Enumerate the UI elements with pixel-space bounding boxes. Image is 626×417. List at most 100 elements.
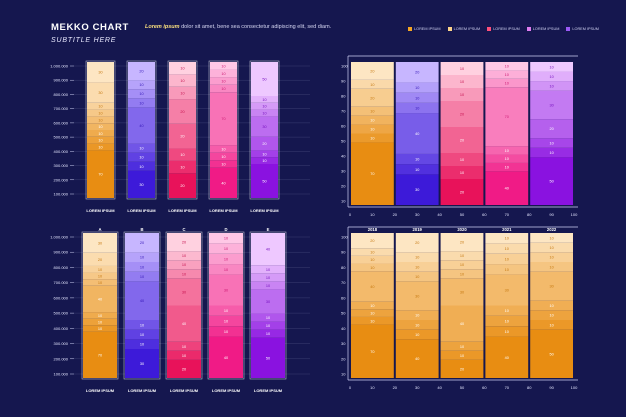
y-tick-label: 50 [341, 139, 346, 144]
bar-segment [530, 62, 573, 72]
bar-segment [83, 252, 117, 266]
bar-segment [209, 264, 243, 275]
y-tick-label: 1.000.000 [50, 64, 69, 69]
segment-data-label: 10 [505, 157, 509, 161]
y-tick-label: 60 [341, 124, 346, 129]
bar-segment [125, 262, 159, 272]
segment-data-label: 40 [224, 356, 228, 360]
bar-segment [440, 278, 484, 306]
segment-data-label: 10 [98, 118, 102, 122]
segment-data-label: 10 [505, 268, 509, 272]
segment-data-label: 10 [505, 149, 509, 153]
segment-data-label: 10 [221, 79, 225, 83]
y-tick-label: 900.000 [54, 250, 69, 255]
segment-data-label: 10 [221, 72, 225, 76]
bar-outline [249, 60, 280, 200]
y-tick-label: 200.000 [54, 356, 69, 361]
x-tick-label: 70 [505, 385, 510, 390]
segment-data-label: 40 [460, 322, 464, 326]
y-tick-label: 10 [341, 372, 346, 377]
bar-segment [485, 146, 529, 155]
bar-segment [125, 329, 159, 340]
segment-data-label: 10 [266, 324, 270, 328]
segment-data-label: 10 [98, 105, 102, 109]
bar-segment [530, 233, 573, 243]
legend-label: LOREM IPSUM [572, 27, 599, 31]
segment-data-label: 10 [140, 333, 144, 337]
segment-data-label: 10 [370, 251, 374, 255]
bar-segment [209, 253, 243, 265]
segment-data-label: 30 [98, 241, 102, 245]
x-tick-label: 50 [460, 385, 465, 390]
bar-segment [251, 313, 285, 322]
segment-data-label: 10 [505, 320, 509, 324]
column-top-label: 2021 [502, 227, 512, 232]
bar-segment [440, 88, 484, 101]
y-tick-label: 40 [341, 326, 346, 331]
segment-data-label: 10 [139, 165, 143, 169]
bar-outline [249, 231, 287, 380]
bar-segment [485, 87, 529, 147]
bar-segment [351, 309, 394, 317]
bar-segment [351, 106, 394, 116]
segment-data-label: 10 [460, 263, 464, 267]
segment-data-label: 10 [224, 320, 228, 324]
segment-data-label: 10 [98, 281, 102, 285]
bar-segment [251, 157, 278, 164]
bar-outline [81, 231, 119, 380]
bar-segment [485, 70, 529, 79]
segment-data-label: 10 [460, 80, 464, 84]
segment-data-label: 10 [262, 152, 266, 156]
segment-data-label: 30 [98, 71, 102, 75]
segment-data-label: 10 [182, 354, 186, 358]
segment-data-label: 10 [139, 147, 143, 151]
bar-segment [209, 233, 243, 244]
bar-segment [87, 143, 114, 151]
bar-segment [485, 243, 529, 254]
y-tick-label: 700.000 [54, 106, 69, 111]
category-label: LOREM IPSUM [212, 388, 241, 393]
segment-data-label: 10 [370, 128, 374, 132]
segment-data-label: 10 [98, 125, 102, 129]
bar-segment [128, 107, 155, 144]
segment-data-label: 10 [266, 316, 270, 320]
bar-segment [169, 62, 196, 75]
description-text: Lorem ipsum dolor sit amet, bene sea con… [145, 24, 410, 31]
bar-segment [209, 305, 243, 316]
segment-data-label: 10 [139, 101, 143, 105]
segment-data-label: 20 [460, 367, 464, 371]
segment-data-label: 10 [505, 82, 509, 86]
bar-segment [210, 160, 237, 168]
segment-data-label: 70 [505, 115, 509, 119]
bar-segment [485, 171, 529, 205]
segment-data-label: 10 [460, 158, 464, 162]
segment-data-label: 30 [266, 300, 270, 304]
y-tick-label: 30 [341, 169, 346, 174]
bar-segment [395, 233, 439, 253]
bar-segment [440, 101, 484, 127]
bar-segment [351, 115, 394, 125]
bar-segment [395, 310, 439, 320]
bar-segment [485, 274, 529, 306]
bar-segment [351, 263, 394, 272]
segment-data-label: 30 [182, 290, 186, 294]
bar-segment [83, 279, 117, 286]
legend-item: LOREM IPSUM [408, 27, 441, 31]
segment-data-label: 70 [370, 350, 374, 354]
segment-data-label: 10 [460, 254, 464, 258]
bar-segment [530, 138, 573, 148]
legend-swatch [447, 27, 452, 31]
y-tick-label: 20 [341, 356, 346, 361]
bar-segment [128, 170, 155, 198]
bar-segment [210, 69, 237, 78]
segment-data-label: 30 [549, 103, 553, 107]
legend-swatch [526, 27, 531, 31]
y-tick-label: 100.000 [54, 192, 69, 197]
segment-data-label: 10 [262, 112, 266, 116]
bar-segment [485, 78, 529, 88]
segment-data-label: 10 [262, 159, 266, 163]
bar-segment [128, 89, 155, 99]
legend-item: LOREM IPSUM [487, 27, 520, 31]
bar-segment [395, 252, 439, 262]
segment-data-label: 10 [182, 345, 186, 349]
